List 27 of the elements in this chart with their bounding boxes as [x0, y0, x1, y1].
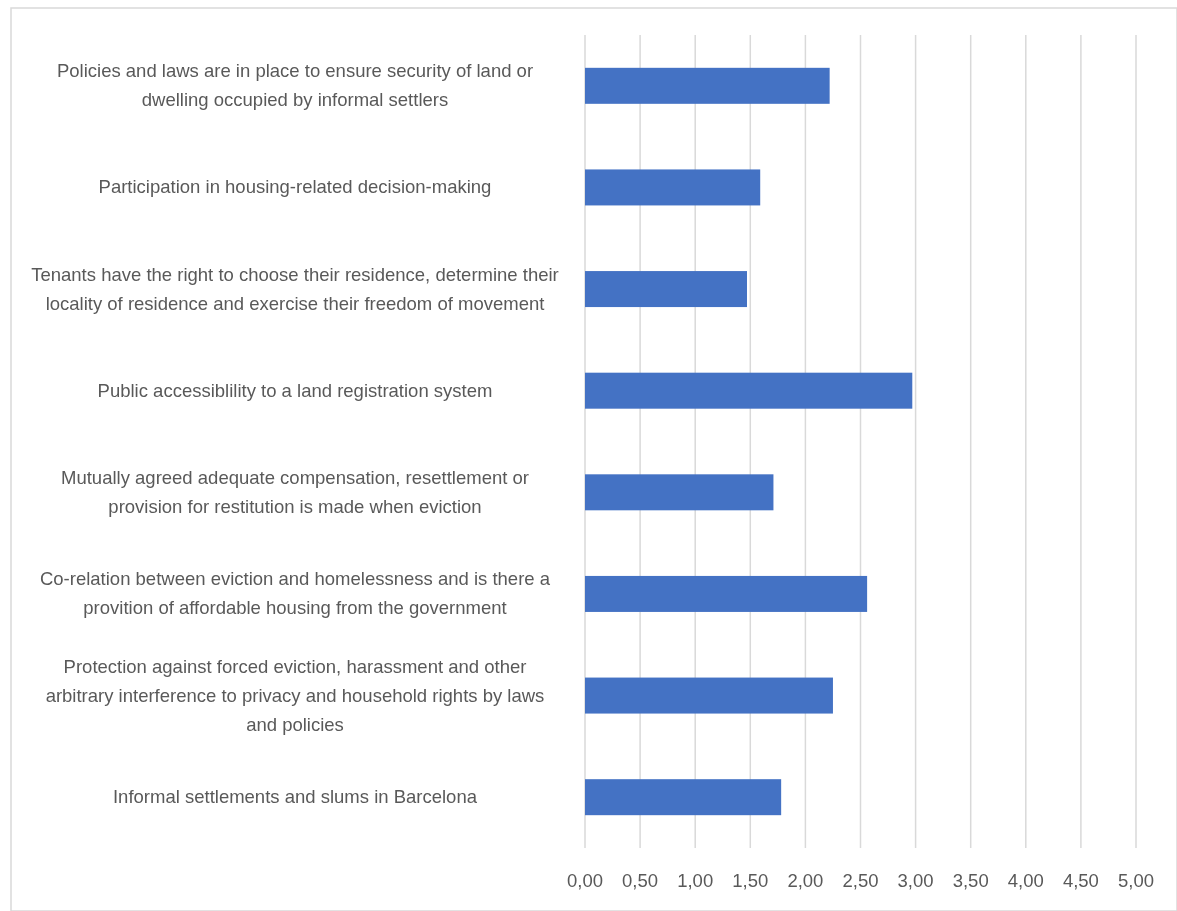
y-tick-label: Informal settlements and slums in Barcelona — [112, 786, 478, 808]
x-tick-label: 3,50 — [952, 870, 989, 891]
x-tick-label: 0,50 — [622, 870, 659, 891]
x-tick-label: 5,00 — [1117, 870, 1155, 891]
y-tick-label: Mutually agreed adequate compensation, resettlement or provision for restitution is made when eviction — [61, 466, 529, 517]
bar — [585, 474, 774, 511]
bar — [585, 271, 747, 308]
y-tick-label: Protection against forced eviction, harassment and other arbitrary interference to privacy and household rights by laws and policies — [45, 655, 545, 735]
y-tick-label: Co-relation between eviction and homelessness and is there a provition of affordable housing from the government — [39, 568, 551, 619]
x-tick-label: 2,00 — [787, 870, 824, 891]
x-tick-label: 3,00 — [897, 870, 934, 891]
x-tick-label: 2,50 — [842, 870, 879, 891]
y-tick-label: Tenants have the right to choose their residence, determine their locality of residence and exercise their freedom of movement — [31, 263, 559, 314]
bar — [585, 372, 913, 409]
y-tick-label: Policies and laws are in place to ensure security of land or dwelling occupied by informal settlers — [56, 60, 534, 111]
x-tick-label: 1,00 — [677, 870, 714, 891]
bar — [585, 677, 833, 714]
x-tick-label: 4,00 — [1007, 870, 1044, 891]
x-tick-label: 0,00 — [566, 870, 604, 891]
bar — [585, 67, 830, 104]
bar — [585, 169, 761, 206]
bar — [585, 575, 868, 612]
bar — [585, 779, 782, 816]
x-tick-label: 4,50 — [1062, 870, 1099, 891]
x-tick-label: 1,50 — [732, 870, 769, 891]
y-tick-label: Participation in housing-related decision-making — [98, 176, 492, 198]
y-tick-label: Public accessiblility to a land registration system — [97, 379, 493, 401]
